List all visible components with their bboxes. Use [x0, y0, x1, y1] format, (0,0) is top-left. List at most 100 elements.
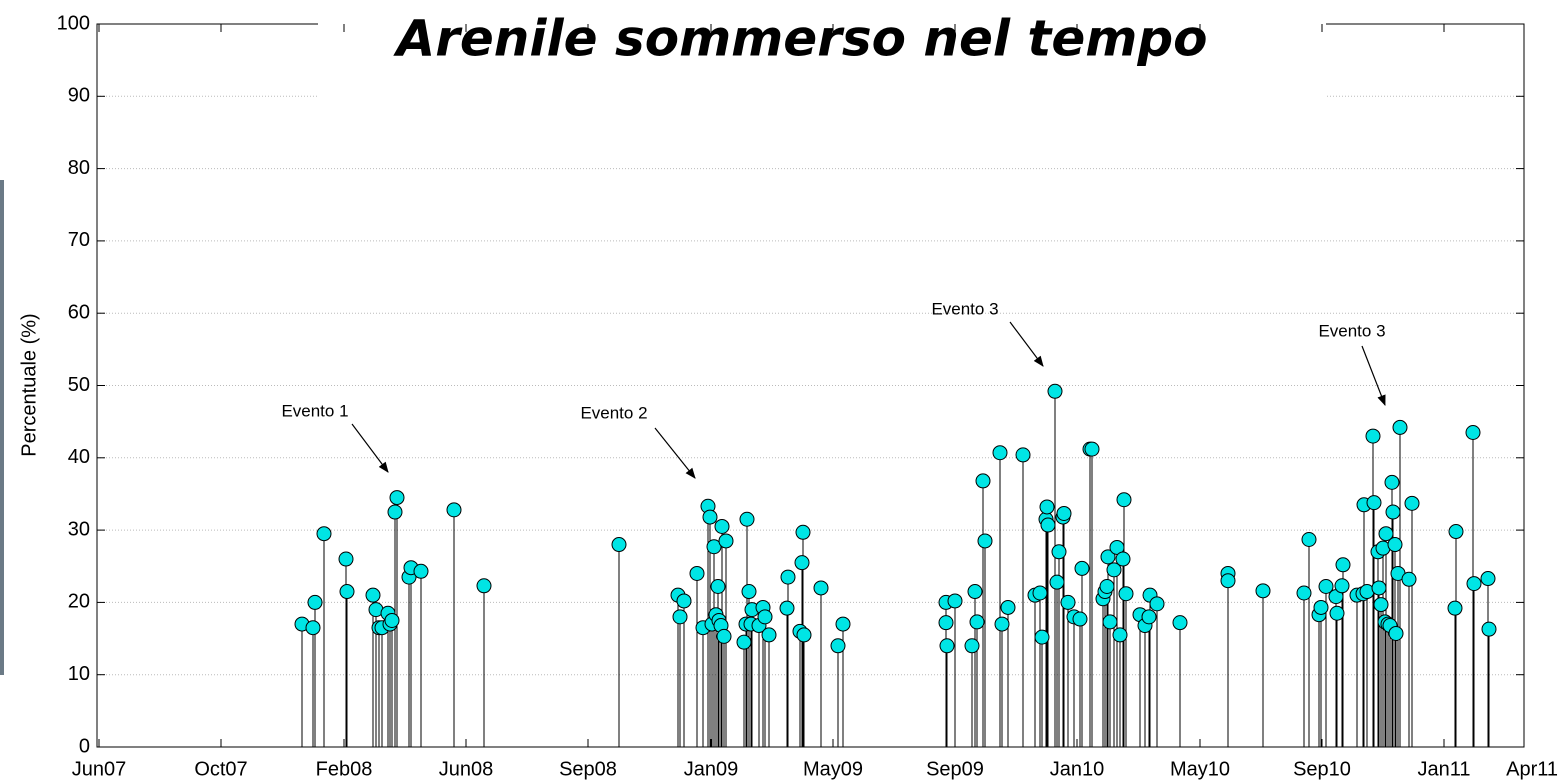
stem-marker — [1255, 583, 1271, 599]
stem-marker — [794, 555, 810, 571]
x-tick-label: Jan10 — [1050, 758, 1105, 780]
stem-marker — [1149, 596, 1165, 612]
stem-marker — [1387, 537, 1403, 553]
stem-marker — [813, 580, 829, 596]
stem-marker — [1465, 424, 1481, 440]
stem-marker — [1401, 571, 1417, 587]
stem-marker — [1106, 562, 1122, 578]
stem-marker — [1384, 474, 1400, 490]
stem-marker — [1039, 499, 1055, 515]
stem-marker — [1051, 544, 1067, 560]
stem-marker — [1015, 447, 1031, 463]
stem-marker — [446, 502, 462, 518]
annotation: Evento 3 — [1318, 321, 1385, 340]
stem-marker — [1313, 599, 1329, 615]
annotation-arrow — [654, 427, 696, 479]
stem-marker — [1480, 571, 1496, 587]
stem-marker — [387, 504, 403, 520]
annotation: Evento 3 — [931, 299, 998, 318]
stem-marker — [689, 565, 705, 581]
stem-marker — [977, 533, 993, 549]
stem-marker — [305, 620, 321, 636]
y-tick-label: 90 — [68, 85, 90, 107]
stem-marker — [365, 587, 381, 603]
stem-marker — [1100, 549, 1116, 565]
stem-marker — [1084, 441, 1100, 457]
y-tick-label: 70 — [68, 229, 90, 251]
stem-marker — [975, 473, 991, 489]
stem-marker — [1112, 627, 1128, 643]
stem-marker — [967, 584, 983, 600]
stem-marker — [1116, 492, 1132, 508]
stem-marker — [1301, 531, 1317, 547]
stem-marker — [384, 612, 400, 628]
x-tick-label: Apr11 — [1506, 758, 1558, 780]
stem-marker — [736, 634, 752, 650]
stem-marker — [1056, 505, 1072, 521]
x-tick-label: Sep08 — [559, 758, 617, 780]
x-tick-label: May10 — [1170, 758, 1230, 780]
stem-marker — [938, 615, 954, 631]
stem-marker — [676, 593, 692, 609]
annotation-arrow — [1009, 321, 1044, 367]
x-tick-label: Feb08 — [316, 758, 373, 780]
stem-marker — [1060, 594, 1076, 610]
x-tick-label: Jun08 — [439, 758, 494, 780]
stem-marker — [1388, 625, 1404, 641]
stem-marker — [1378, 526, 1394, 542]
stem-marker — [1141, 609, 1157, 625]
stem-marker — [1034, 629, 1050, 645]
stem-marker — [1074, 560, 1090, 576]
stem-marker — [969, 614, 985, 630]
stem-marker — [338, 551, 354, 567]
stem-marker — [1118, 586, 1134, 602]
stem-marker — [672, 609, 688, 625]
stem-marker — [718, 533, 734, 549]
title-box — [318, 0, 1326, 114]
x-tick-label: Oct07 — [194, 758, 247, 780]
stem-marker — [1335, 557, 1351, 573]
stem-marker — [1099, 578, 1115, 594]
stem-marker — [796, 627, 812, 643]
stem-marker — [739, 511, 755, 527]
stem-marker — [761, 627, 777, 643]
y-axis-label: Percentuale (%) — [18, 313, 40, 456]
stem-marker — [476, 578, 492, 594]
stem-marker — [795, 524, 811, 540]
stem-marker — [1385, 504, 1401, 520]
stem-marker — [1318, 578, 1334, 594]
stem-marker — [947, 593, 963, 609]
stem-marker — [339, 584, 355, 600]
x-tick-label: Jan09 — [684, 758, 739, 780]
y-tick-label: 80 — [68, 157, 90, 179]
stem-marker — [780, 569, 796, 585]
stem-marker — [1296, 585, 1312, 601]
stem-marker — [611, 537, 627, 553]
stem-marker — [1000, 599, 1016, 615]
stem-marker — [992, 445, 1008, 461]
y-tick-label: 10 — [68, 663, 90, 685]
stem-marker — [1334, 578, 1350, 594]
stem-marker — [1404, 495, 1420, 511]
stem-marker — [1220, 573, 1236, 589]
annotation: Evento 2 — [580, 403, 647, 422]
annotation-arrow — [351, 423, 389, 473]
stem-marker — [757, 609, 773, 625]
stem-marker — [1466, 576, 1482, 592]
annotation-arrow — [1361, 345, 1386, 407]
y-tick-label: 50 — [68, 374, 90, 396]
stem-marker — [1447, 600, 1463, 616]
stem-marker — [706, 539, 722, 555]
stem-marker — [1373, 597, 1389, 613]
y-tick-label: 60 — [68, 301, 90, 323]
stem-marker — [714, 518, 730, 534]
stem-marker — [316, 526, 332, 542]
stem-marker — [1049, 574, 1065, 590]
stem-marker — [1481, 621, 1497, 637]
stem-marker — [307, 594, 323, 610]
stem-marker — [835, 616, 851, 632]
x-tick-label: May09 — [803, 758, 863, 780]
stem-marker — [389, 490, 405, 506]
stem-marker — [1172, 615, 1188, 631]
y-tick-label: 0 — [79, 735, 90, 757]
